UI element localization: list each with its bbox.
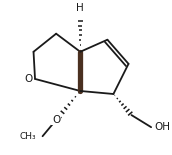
Text: CH₃: CH₃	[20, 132, 36, 141]
Text: OH: OH	[154, 122, 170, 132]
Text: H: H	[76, 3, 84, 13]
Text: O: O	[52, 115, 60, 125]
Text: O: O	[24, 74, 32, 84]
